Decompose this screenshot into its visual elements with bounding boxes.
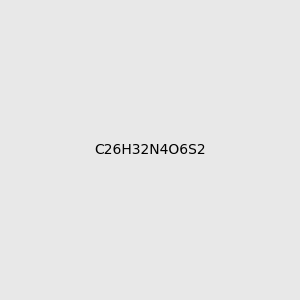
Text: C26H32N4O6S2: C26H32N4O6S2 — [94, 143, 206, 157]
